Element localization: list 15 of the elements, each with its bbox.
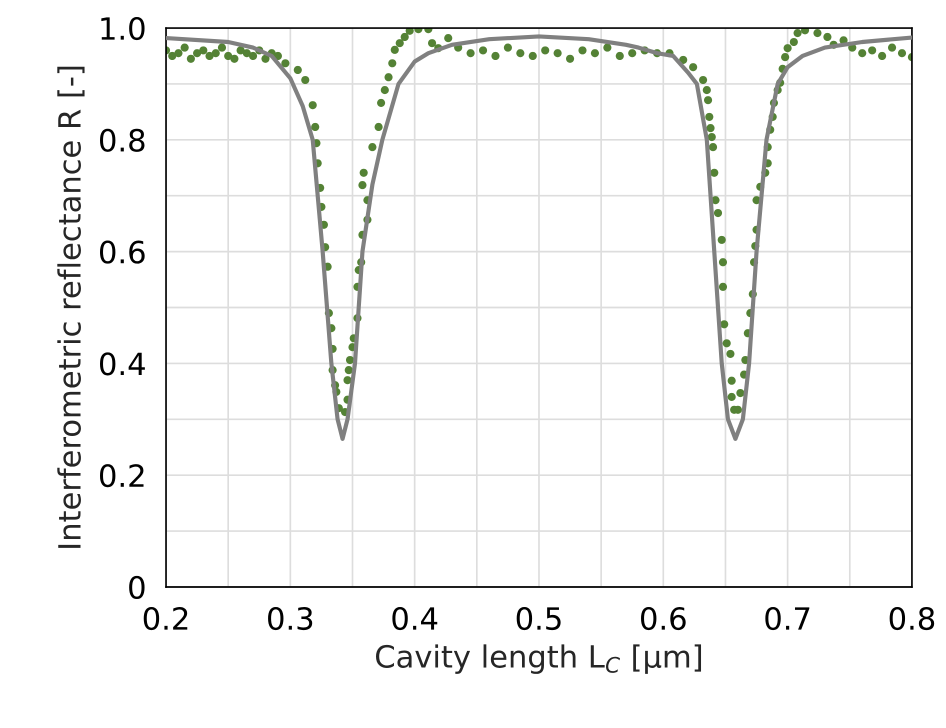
y-tick-label: 0.4 [100,352,145,376]
y-tick-label: 0.2 [100,464,144,488]
y-axis-title: Interferometric reflectance R [-] [57,66,85,548]
x-axis-title: Cavity length L$_{C}$ [μm] [376,644,702,674]
y-tick-label: 1.0 [101,16,145,40]
x-tick-label: 0.2 [144,606,188,630]
x-tick-label: 0.4 [392,606,438,630]
x-tick-label: 0.5 [516,606,561,630]
y-tick-label: 0 [129,576,145,600]
x-tick-label: 0.8 [890,606,934,630]
x-tick-label: 0.7 [765,606,810,630]
x-tick-label: 0.3 [268,606,312,630]
x-tick-label: 0.6 [641,606,686,630]
y-tick-label: 0.6 [100,240,145,264]
y-tick-label: 0.8 [100,128,144,152]
